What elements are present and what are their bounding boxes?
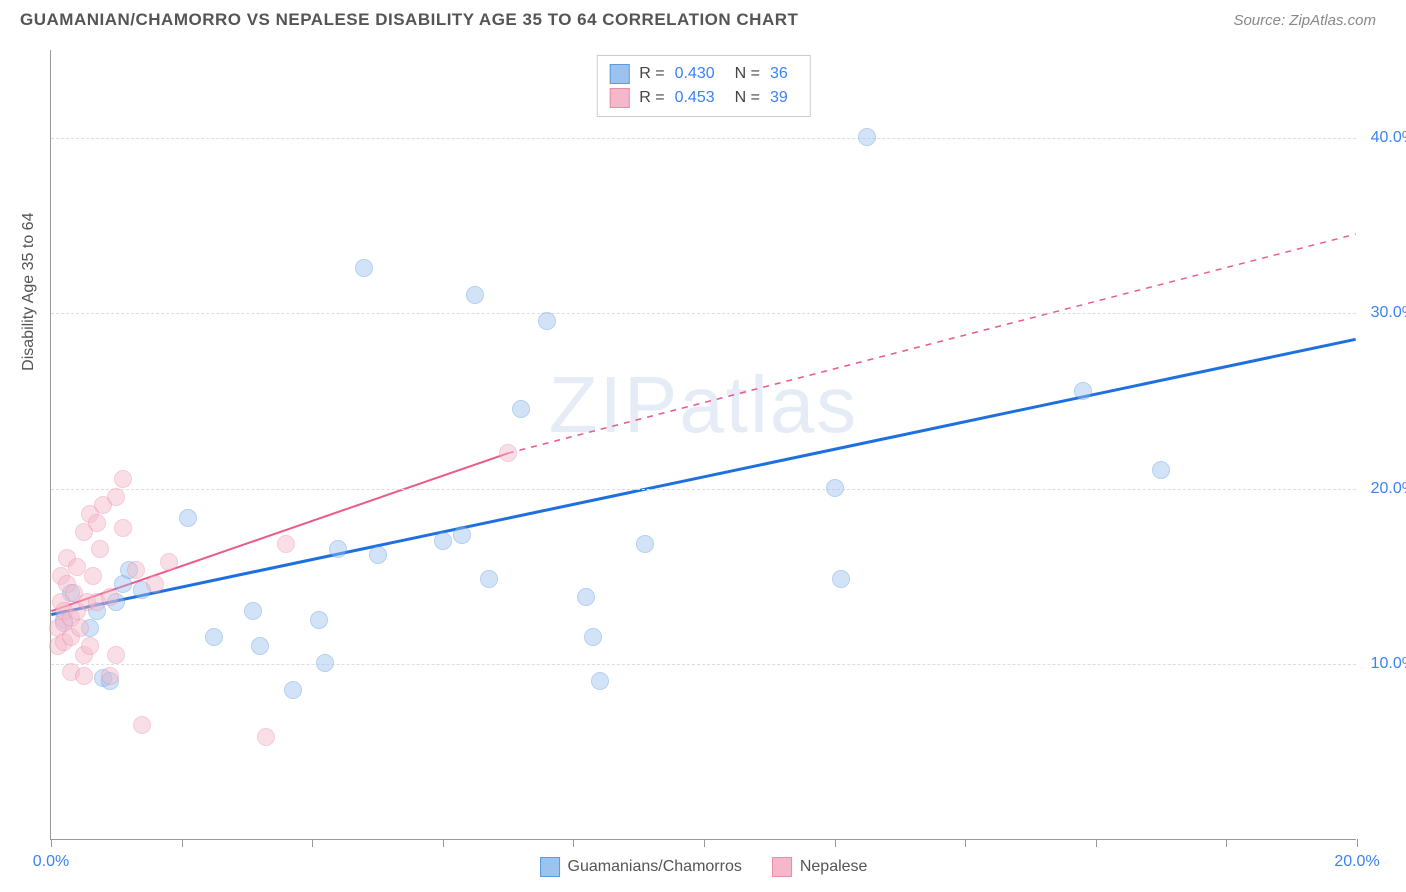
scatter-point xyxy=(466,286,484,304)
stats-row: R = 0.430 N = 36 xyxy=(609,62,798,86)
scatter-point xyxy=(205,628,223,646)
x-tick xyxy=(51,839,52,847)
scatter-point xyxy=(310,611,328,629)
scatter-point xyxy=(591,672,609,690)
scatter-point xyxy=(91,540,109,558)
gridline xyxy=(51,138,1356,139)
x-tick xyxy=(182,839,183,847)
x-tick xyxy=(835,839,836,847)
scatter-point xyxy=(107,646,125,664)
scatter-point xyxy=(257,728,275,746)
scatter-point xyxy=(316,654,334,672)
scatter-point xyxy=(826,479,844,497)
r-value: 0.453 xyxy=(675,89,715,107)
x-tick xyxy=(704,839,705,847)
source-label: Source: ZipAtlas.com xyxy=(1233,12,1376,29)
scatter-point xyxy=(101,667,119,685)
scatter-point xyxy=(71,619,89,637)
scatter-point xyxy=(251,637,269,655)
x-tick xyxy=(1226,839,1227,847)
scatter-point xyxy=(369,546,387,564)
watermark-text: ZIPatlas xyxy=(549,359,858,451)
scatter-point xyxy=(107,488,125,506)
scatter-point xyxy=(179,509,197,527)
x-tick-label: 0.0% xyxy=(33,853,69,871)
r-label: R = xyxy=(639,89,664,107)
legend-swatch xyxy=(609,64,629,84)
r-label: R = xyxy=(639,65,664,83)
stats-legend: R = 0.430 N = 36 R = 0.453 N = 39 xyxy=(596,55,811,117)
legend-swatch xyxy=(772,857,792,877)
x-tick xyxy=(1357,839,1358,847)
scatter-point xyxy=(1152,461,1170,479)
legend-label: Guamanians/Chamorros xyxy=(568,858,742,876)
legend-swatch xyxy=(609,88,629,108)
chart-title: GUAMANIAN/CHAMORRO VS NEPALESE DISABILIT… xyxy=(20,10,798,30)
scatter-point xyxy=(584,628,602,646)
scatter-point xyxy=(88,514,106,532)
scatter-point xyxy=(81,637,99,655)
x-tick xyxy=(1096,839,1097,847)
scatter-point xyxy=(114,470,132,488)
gridline xyxy=(51,313,1356,314)
scatter-point xyxy=(84,567,102,585)
x-tick xyxy=(443,839,444,847)
series-legend: Guamanians/Chamorros Nepalese xyxy=(540,857,868,877)
trend-lines-svg xyxy=(51,50,1356,839)
n-value: 39 xyxy=(770,89,788,107)
y-tick-label: 10.0% xyxy=(1371,655,1406,673)
scatter-point xyxy=(453,526,471,544)
r-value: 0.430 xyxy=(675,65,715,83)
legend-label: Nepalese xyxy=(800,858,868,876)
scatter-point xyxy=(133,716,151,734)
scatter-point xyxy=(538,312,556,330)
n-label: N = xyxy=(735,89,760,107)
legend-item: Guamanians/Chamorros xyxy=(540,857,742,877)
x-tick xyxy=(965,839,966,847)
scatter-point xyxy=(480,570,498,588)
scatter-point xyxy=(277,535,295,553)
legend-swatch xyxy=(540,857,560,877)
y-axis-label: Disability Age 35 to 64 xyxy=(20,213,38,371)
scatter-point xyxy=(499,444,517,462)
stats-row: R = 0.453 N = 39 xyxy=(609,86,798,110)
scatter-point xyxy=(101,588,119,606)
scatter-point xyxy=(146,575,164,593)
scatter-point xyxy=(512,400,530,418)
scatter-point xyxy=(329,540,347,558)
y-tick-label: 40.0% xyxy=(1371,129,1406,147)
scatter-point xyxy=(244,602,262,620)
x-tick-label: 20.0% xyxy=(1334,853,1379,871)
gridline xyxy=(51,664,1356,665)
n-value: 36 xyxy=(770,65,788,83)
scatter-point xyxy=(114,519,132,537)
scatter-point xyxy=(434,532,452,550)
scatter-point xyxy=(832,570,850,588)
scatter-point xyxy=(160,553,178,571)
scatter-point xyxy=(284,681,302,699)
y-tick-label: 30.0% xyxy=(1371,304,1406,322)
scatter-point xyxy=(75,667,93,685)
x-tick xyxy=(312,839,313,847)
scatter-point xyxy=(355,259,373,277)
y-tick-label: 20.0% xyxy=(1371,480,1406,498)
scatter-point xyxy=(636,535,654,553)
x-tick xyxy=(573,839,574,847)
scatter-point xyxy=(858,128,876,146)
scatter-point xyxy=(1074,382,1092,400)
scatter-point xyxy=(127,561,145,579)
chart-plot-area: ZIPatlas R = 0.430N = 36R = 0.453N = 39 … xyxy=(50,50,1356,840)
scatter-point xyxy=(68,558,86,576)
legend-item: Nepalese xyxy=(772,857,868,877)
n-label: N = xyxy=(735,65,760,83)
scatter-point xyxy=(577,588,595,606)
gridline xyxy=(51,489,1356,490)
